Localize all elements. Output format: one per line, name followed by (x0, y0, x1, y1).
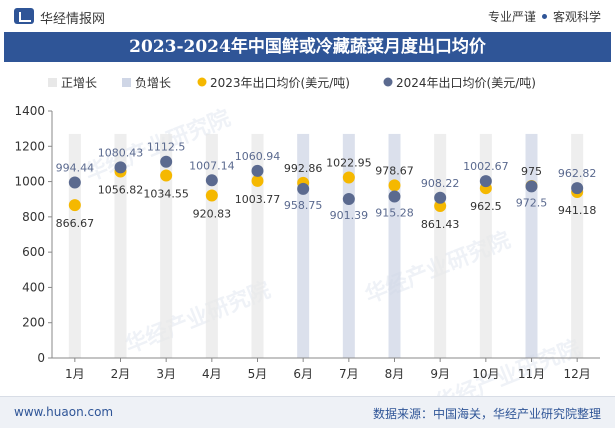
growth-bar (205, 133, 218, 358)
point-2024 (434, 191, 447, 204)
data-label-2024: 994.44 (56, 162, 95, 175)
x-tick-label: 5月 (248, 367, 268, 381)
tag-left: 专业严谨 (487, 10, 536, 24)
point-2023 (251, 174, 264, 187)
growth-bar (342, 133, 355, 358)
x-tick-label: 8月 (385, 367, 405, 381)
data-label-2023: 1034.55 (143, 187, 189, 200)
brand-name: 华经情报网 (40, 12, 106, 27)
point-2024 (388, 190, 401, 203)
y-tick-label: 1400 (14, 104, 45, 118)
x-tick-label: 1月 (65, 367, 85, 381)
data-label-2024: 962.82 (558, 167, 597, 180)
data-label-2023: 866.67 (56, 217, 95, 230)
point-2024 (68, 176, 81, 189)
data-label-2024: 1002.67 (463, 160, 509, 173)
tag-right: 客观科学 (552, 10, 601, 24)
legend-marker-2024 (383, 77, 393, 87)
data-label-2023: 1003.77 (235, 193, 281, 206)
data-label-2024: 915.28 (375, 207, 414, 220)
footer: www.huaon.com 数据来源：中国海关，华经产业研究院整理 (0, 396, 615, 428)
point-2024 (205, 174, 218, 187)
data-label-2023: 920.83 (193, 208, 232, 221)
footer-source: 数据来源：中国海关，华经产业研究院整理 (372, 407, 601, 421)
y-tick-label: 600 (22, 245, 45, 259)
data-label-2023: 992.86 (284, 162, 323, 175)
chart-title: 2023-2024年中国鲜或冷藏蔬菜月度出口均价 (4, 32, 611, 62)
data-label-2024: 958.75 (284, 199, 323, 212)
y-tick-label: 800 (22, 210, 45, 224)
data-label-2023: 941.18 (558, 204, 597, 217)
legend-label-negative: 负增长 (135, 76, 171, 90)
brand-logo-icon (14, 8, 34, 24)
data-label-2023: 1022.95 (326, 157, 372, 170)
x-tick-label: 7月 (339, 367, 359, 381)
x-tick-label: 12月 (564, 367, 591, 381)
point-2023 (434, 200, 447, 213)
point-2024 (571, 182, 584, 195)
point-2023 (160, 169, 173, 182)
y-tick-label: 1000 (14, 175, 45, 189)
point-2024 (251, 164, 264, 177)
top-bar: 华经情报网 专业严谨 客观科学 (0, 0, 615, 32)
data-label-2024: 1112.5 (147, 141, 186, 154)
x-tick-label: 3月 (156, 367, 176, 381)
data-label-2024: 1060.94 (235, 150, 281, 163)
data-label-2023: 975 (521, 165, 542, 178)
data-label-2024: 908.22 (421, 177, 460, 190)
x-tick-label: 4月 (202, 367, 222, 381)
data-label-2023: 978.67 (375, 164, 414, 177)
growth-bar (251, 133, 264, 358)
growth-bar (68, 133, 81, 358)
point-2024 (342, 192, 355, 205)
y-tick-label: 400 (22, 280, 45, 294)
x-tick-label: 10月 (472, 367, 499, 381)
x-tick-label: 2月 (111, 367, 131, 381)
point-2023 (68, 199, 81, 212)
y-tick-label: 200 (22, 316, 45, 330)
y-tick-label: 0 (37, 351, 45, 365)
dot-icon (541, 14, 547, 19)
data-label-2024: 1080.43 (98, 146, 144, 159)
legend-swatch-positive (48, 78, 57, 87)
y-tick-label: 1200 (14, 139, 45, 153)
point-2024 (160, 155, 173, 168)
data-label-2024: 1007.14 (189, 159, 235, 172)
data-label-2024: 901.39 (330, 209, 369, 222)
point-2024 (479, 175, 492, 188)
data-label-2023: 861.43 (421, 218, 460, 231)
growth-bar (114, 133, 127, 358)
point-2024 (114, 161, 127, 174)
x-tick-label: 9月 (430, 367, 450, 381)
x-tick-label: 6月 (293, 367, 313, 381)
x-tick-label: 11月 (518, 367, 545, 381)
legend-label-2023: 2023年出口均价(美元/吨) (210, 76, 350, 90)
footer-url: www.huaon.com (14, 405, 114, 419)
growth-bar (160, 133, 173, 358)
point-2023 (388, 179, 401, 192)
data-label-2023: 1056.82 (98, 184, 144, 197)
header-tags: 专业严谨 客观科学 (488, 8, 601, 25)
data-label-2024: 972.5 (516, 196, 548, 209)
legend-swatch-negative (122, 78, 131, 87)
legend-label-2024: 2024年出口均价(美元/吨) (396, 76, 536, 90)
point-2024 (525, 180, 538, 193)
point-2023 (205, 189, 218, 202)
legend-label-positive: 正增长 (61, 76, 97, 90)
point-2024 (297, 182, 310, 195)
legend-marker-2023 (197, 77, 207, 87)
data-label-2023: 962.5 (470, 200, 502, 213)
point-2023 (342, 171, 355, 184)
growth-bar (434, 133, 447, 358)
